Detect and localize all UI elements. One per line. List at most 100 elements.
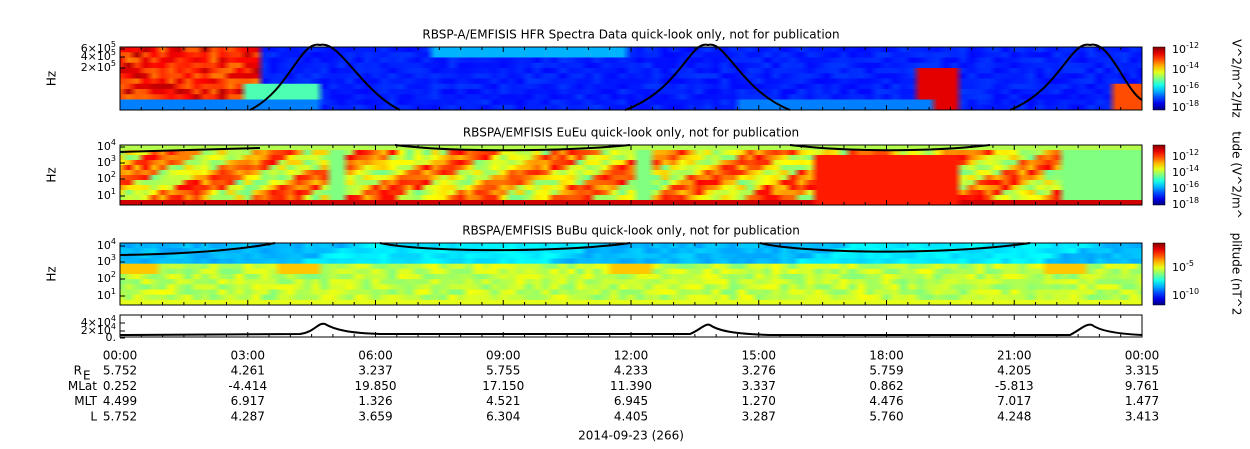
ephemeris-value: 1.270 xyxy=(742,394,776,408)
colorbar-tick-label: 10-12 xyxy=(1172,148,1199,164)
spectrogram-band xyxy=(120,284,1142,290)
panel-title: RBSPA/EMFISIS BuBu quick-look only, not … xyxy=(462,224,800,238)
ephemeris-value: -4.414 xyxy=(228,379,267,393)
time-tick-label: 00:00 xyxy=(103,349,138,363)
ephemeris-value: 4.233 xyxy=(614,364,648,378)
ephemeris-value: 3.315 xyxy=(1125,364,1159,378)
ephemeris-value: 4.248 xyxy=(997,409,1031,423)
y-tick-label: 101 xyxy=(97,187,116,203)
spectrogram-band xyxy=(120,190,1142,196)
time-tick-label: 15:00 xyxy=(741,349,776,363)
spectrogram-band xyxy=(120,175,1142,181)
spectrogram-band xyxy=(120,62,1142,69)
y-tick-label: 103 xyxy=(97,253,116,269)
time-tick-label: 00:00 xyxy=(1125,349,1160,363)
ephemeris-value: 1.326 xyxy=(358,394,392,408)
ephemeris-value: 3.276 xyxy=(742,364,776,378)
ephemeris-label: MLat xyxy=(68,379,97,393)
spectrogram-band xyxy=(120,89,1142,95)
ephemeris-value: 4.205 xyxy=(997,364,1031,378)
orbit-curve xyxy=(789,144,991,152)
colorbar-label: V^2/m^2/Hz xyxy=(1230,39,1244,118)
ephemeris-value: 3.287 xyxy=(742,409,776,423)
colorbar-tick-label: 10-18 xyxy=(1172,99,1199,115)
ephemeris-value: 4.521 xyxy=(486,394,520,408)
ephemeris-value: 5.752 xyxy=(103,364,137,378)
orbit-curve xyxy=(624,43,791,111)
spectrogram-band xyxy=(120,160,1142,166)
ephemeris-value: 6.945 xyxy=(614,394,648,408)
spectrogram-band xyxy=(120,170,1142,176)
spectrogram-band xyxy=(120,253,1142,259)
spectrogram-band xyxy=(120,289,1142,296)
ephemeris-value: 3.237 xyxy=(358,364,392,378)
orbit-curve xyxy=(119,242,276,256)
ephemeris-label: L xyxy=(90,409,97,423)
ephemeris-value: 5.760 xyxy=(869,409,903,423)
spectrogram-band xyxy=(120,258,1142,265)
y-tick-label: 4×105 xyxy=(81,48,116,64)
spectrogram-band xyxy=(120,263,1142,270)
time-tick-label: 21:00 xyxy=(997,349,1032,363)
y-tick-label: 2×105 xyxy=(81,59,116,75)
panel-title: RBSPA/EMFISIS EuEu quick-look only, not … xyxy=(463,126,799,140)
orbit-curve xyxy=(379,242,631,252)
ephemeris-value: 5.752 xyxy=(103,409,137,423)
ephemeris-label: R xyxy=(74,364,82,378)
ephemeris-value: 11.390 xyxy=(610,379,652,393)
ephemeris-value: 6.917 xyxy=(231,394,265,408)
colorbar xyxy=(1152,242,1166,306)
y-label: Hz xyxy=(45,71,59,86)
spectrogram-band xyxy=(120,195,1142,201)
ephemeris-value: 19.850 xyxy=(355,379,397,393)
ephemeris-value: 9.761 xyxy=(1125,379,1159,393)
y-tick-label: 4×104 xyxy=(81,314,116,330)
y-tick-label: 0. xyxy=(106,331,117,344)
orbit-curve xyxy=(759,242,1031,253)
ephemeris-value: -5.813 xyxy=(995,379,1034,393)
y-tick-label: 102 xyxy=(97,170,116,186)
spectrogram-band xyxy=(120,83,1142,90)
colorbar-tick-label: 10-12 xyxy=(1172,41,1199,57)
colorbar-tick-label: 10-5 xyxy=(1172,259,1194,275)
ephemeris-value: 3.337 xyxy=(742,379,776,393)
ephemeris-value: 6.304 xyxy=(486,409,520,423)
ephemeris-value: 0.862 xyxy=(869,379,903,393)
colorbar-tick-label: 10-18 xyxy=(1172,196,1199,212)
ephemeris-value: 3.659 xyxy=(358,409,392,423)
y-label: Hz xyxy=(45,167,59,182)
ephemeris-value: 7.017 xyxy=(997,394,1031,408)
y-tick-label: 102 xyxy=(97,270,116,286)
ephemeris-value: 4.499 xyxy=(103,394,137,408)
spectrogram-band xyxy=(120,165,1142,171)
spectrogram-band xyxy=(120,68,1142,74)
spectrogram-band xyxy=(120,57,1142,64)
spectrogram-band xyxy=(120,294,1142,301)
ephemeris-label-sub: E xyxy=(83,369,91,383)
spectrogram-band xyxy=(120,94,1142,100)
time-tick-label: 09:00 xyxy=(486,349,521,363)
spectrogram-band xyxy=(120,268,1142,275)
spectrogram-band xyxy=(120,78,1142,85)
y-tick-label: 101 xyxy=(97,287,116,303)
spectrogram-band xyxy=(120,279,1142,285)
ephemeris-value: 4.287 xyxy=(231,409,265,423)
ephemeris-value: 3.413 xyxy=(1125,409,1159,423)
ephemeris-value: 5.755 xyxy=(486,364,520,378)
orbit-curve xyxy=(249,43,401,111)
y-tick-label: 104 xyxy=(97,138,116,154)
spectrogram-band xyxy=(120,150,1142,156)
spectrogram-band xyxy=(120,52,1142,58)
ephemeris-value: 4.476 xyxy=(869,394,903,408)
spectrogram-band xyxy=(120,99,1142,106)
time-tick-label: 12:00 xyxy=(614,349,649,363)
colorbar-label: plitude (nT^2 xyxy=(1230,233,1244,316)
spectrogram-band xyxy=(120,155,1142,161)
spectrogram-band xyxy=(120,73,1142,79)
orbit-curve xyxy=(1009,43,1143,111)
orbit-curve xyxy=(119,322,1143,336)
y-label: Hz xyxy=(45,266,59,281)
ephemeris-value: 5.759 xyxy=(869,364,903,378)
colorbar xyxy=(1152,144,1166,206)
